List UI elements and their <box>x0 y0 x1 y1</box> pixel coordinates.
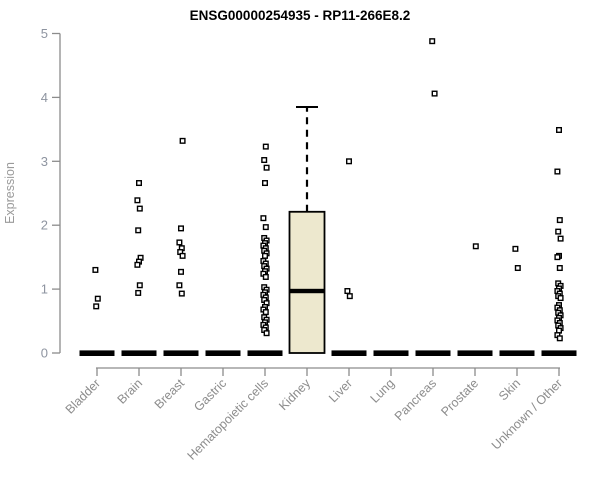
data-point <box>177 268 184 275</box>
data-point <box>93 303 100 310</box>
data-point <box>262 143 269 150</box>
chart-title: ENSG00000254935 - RP11-266E8.2 <box>189 8 411 23</box>
y-tick-label: 4 <box>41 90 48 105</box>
data-point <box>555 228 562 235</box>
data-point <box>260 215 267 222</box>
data-point <box>346 158 353 165</box>
y-tick-label: 5 <box>41 26 48 41</box>
data-point <box>554 254 561 261</box>
data-point <box>263 164 270 171</box>
data-point <box>134 197 141 204</box>
data-point <box>556 335 563 342</box>
data-point <box>557 235 564 242</box>
data-point <box>556 265 563 272</box>
x-tick-label: Lung <box>368 376 398 406</box>
y-tick-label: 3 <box>41 154 48 169</box>
collapsed-boxplot-bar <box>121 350 157 356</box>
collapsed-boxplot-bar <box>247 350 283 356</box>
x-tick-label: Breast <box>152 376 188 412</box>
x-tick-label: Liver <box>326 376 355 405</box>
collapsed-boxplot-bar <box>541 350 577 356</box>
data-point <box>135 289 142 296</box>
data-point <box>176 239 183 246</box>
y-tick-label: 1 <box>41 282 48 297</box>
data-point <box>554 168 561 175</box>
data-point <box>472 243 479 250</box>
x-tick-label: Gastric <box>191 376 229 414</box>
data-point <box>262 309 269 316</box>
data-point <box>262 180 269 187</box>
data-point <box>136 205 143 212</box>
data-point <box>177 225 184 232</box>
data-point <box>557 295 564 302</box>
collapsed-boxplot-bar <box>415 350 451 356</box>
data-point <box>556 126 563 133</box>
x-tick-label: Prostate <box>438 376 481 419</box>
data-point <box>179 137 186 144</box>
collapsed-boxplot-bar <box>499 350 535 356</box>
data-point <box>135 227 142 234</box>
collapsed-boxplot-bar <box>373 350 409 356</box>
data-point <box>262 273 269 280</box>
data-point <box>344 288 351 295</box>
data-point <box>179 252 186 259</box>
data-point <box>263 330 270 337</box>
data-point <box>346 293 353 300</box>
data-point <box>92 266 99 273</box>
collapsed-boxplot-bar <box>79 350 115 356</box>
data-point <box>514 265 521 272</box>
data-point <box>261 157 268 164</box>
y-tick-label: 2 <box>41 218 48 233</box>
x-tick-label: Unknown / Other <box>489 376 565 452</box>
x-tick-label: Kidney <box>276 376 313 413</box>
box <box>288 210 326 354</box>
x-tick-label: Brain <box>115 376 146 407</box>
data-point <box>136 282 143 289</box>
x-tick-label: Skin <box>496 376 523 403</box>
x-tick-label: Bladder <box>63 376 103 416</box>
y-tick-label: 0 <box>41 346 48 361</box>
data-point <box>431 90 438 97</box>
data-point <box>135 180 142 187</box>
box-median-line <box>289 288 325 294</box>
data-point <box>178 290 185 297</box>
data-point <box>134 261 141 268</box>
x-tick-label: Pancreas <box>392 376 439 423</box>
x-tick-label: Hematopoietic cells <box>185 376 272 463</box>
data-point <box>176 282 183 289</box>
collapsed-boxplot-bar <box>331 350 367 356</box>
data-point <box>262 252 269 259</box>
data-point <box>512 245 519 252</box>
collapsed-boxplot-bar <box>457 350 493 356</box>
data-point <box>94 295 101 302</box>
collapsed-boxplot-bar <box>163 350 199 356</box>
data-point <box>262 224 269 231</box>
collapsed-boxplot-bar <box>205 350 241 356</box>
data-point <box>556 217 563 224</box>
data-point <box>429 38 436 45</box>
